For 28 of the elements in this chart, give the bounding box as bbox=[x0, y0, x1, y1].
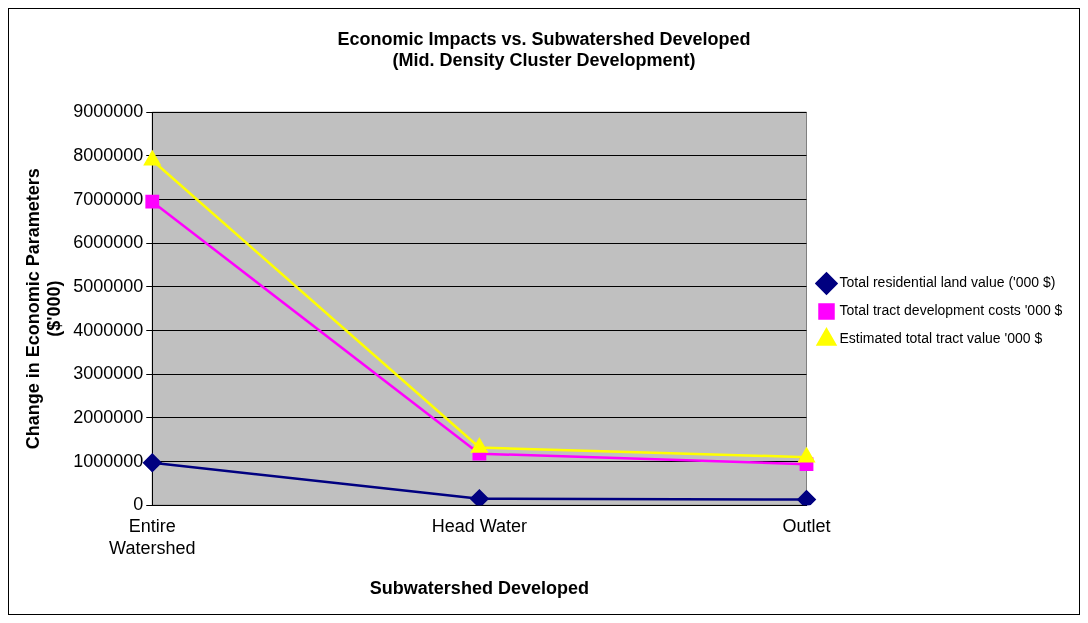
text: (Mid. Density Cluster Development) bbox=[392, 50, 696, 71]
point bbox=[145, 194, 160, 209]
y-tick-label: 6000000 bbox=[73, 232, 144, 253]
y-tick-label: 2000000 bbox=[73, 406, 144, 427]
x-tick-label: Outlet bbox=[782, 515, 831, 536]
y-tick-label: 5000000 bbox=[73, 275, 144, 296]
point bbox=[797, 490, 816, 506]
point bbox=[143, 453, 162, 473]
point bbox=[471, 438, 488, 453]
y-tick-label: 3000000 bbox=[73, 363, 144, 384]
point bbox=[470, 489, 489, 506]
x-tick-label: Entire Watershed bbox=[109, 515, 196, 558]
text: ($'000) bbox=[44, 280, 65, 337]
y-tick-label: 0 bbox=[133, 494, 144, 515]
point bbox=[798, 447, 815, 463]
text: Economic Impacts vs. Subwatershed Developed bbox=[337, 28, 751, 49]
y-tick-label: 8000000 bbox=[73, 144, 144, 165]
legend-label: Estimated total tract value '000 $ bbox=[839, 330, 1043, 347]
y-tick-label: 1000000 bbox=[73, 450, 144, 471]
legend-label: Total tract development costs '000 $ bbox=[839, 302, 1063, 319]
x-axis-title: Subwatershed Developed bbox=[369, 578, 589, 599]
y-tick-label: 4000000 bbox=[73, 319, 144, 340]
y-tick-label: 7000000 bbox=[73, 188, 144, 209]
legend-label: Total residential land value ('000 $) bbox=[839, 274, 1056, 291]
point bbox=[144, 150, 161, 166]
text: Change in Economic Parameters bbox=[22, 168, 43, 450]
y-tick-label: 9000000 bbox=[73, 101, 144, 122]
x-tick-label: Head Water bbox=[431, 515, 528, 536]
